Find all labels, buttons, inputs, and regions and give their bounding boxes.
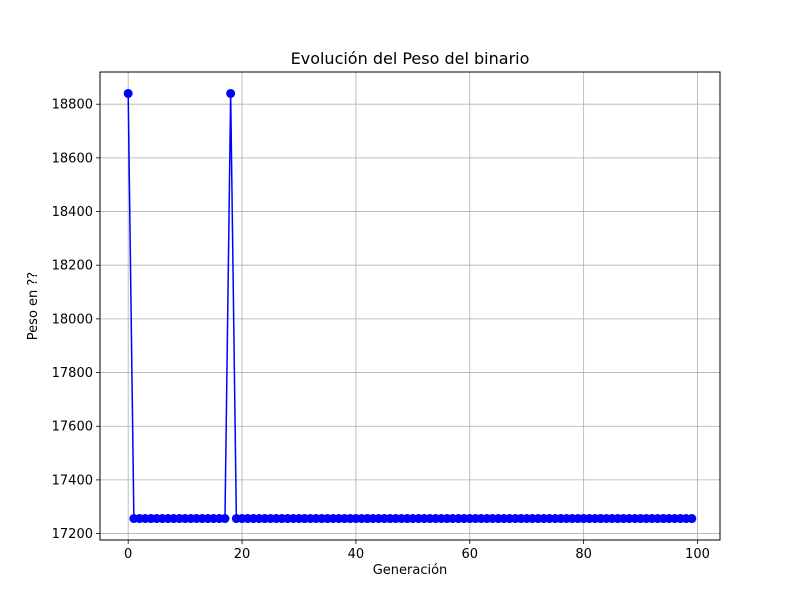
y-tick-label: 18400 (52, 205, 93, 220)
x-tick-label: 0 (124, 547, 132, 562)
y-tick-label: 17600 (52, 420, 93, 435)
x-axis-ticks: 0 20 40 60 80 100 (124, 540, 710, 562)
y-tick-label: 18000 (52, 312, 93, 327)
chart-title: Evolución del Peso del binario (291, 49, 530, 68)
x-tick-label: 20 (234, 547, 251, 562)
plot-frame (99, 71, 721, 541)
data-point (226, 88, 236, 98)
y-tick-label: 18200 (52, 259, 93, 274)
x-tick-label: 100 (685, 547, 710, 562)
y-tick-label: 18800 (52, 98, 93, 113)
data-point (220, 514, 230, 524)
series-layer (123, 88, 697, 524)
y-tick-label: 17400 (52, 473, 93, 488)
data-point (123, 88, 133, 98)
y-axis-label: Peso en ?? (26, 272, 41, 340)
x-axis-label: Generación (373, 563, 448, 578)
y-axis-ticks: 17200 17400 17600 17800 18000 18200 18400 18600… (52, 98, 100, 542)
y-tick-label: 18600 (52, 151, 93, 166)
data-point (687, 514, 697, 524)
x-tick-label: 80 (575, 547, 592, 562)
y-tick-label: 17800 (52, 366, 93, 381)
y-tick-label: 17200 (52, 527, 93, 542)
x-tick-label: 40 (348, 547, 365, 562)
x-tick-label: 60 (462, 547, 479, 562)
grid (100, 72, 720, 540)
